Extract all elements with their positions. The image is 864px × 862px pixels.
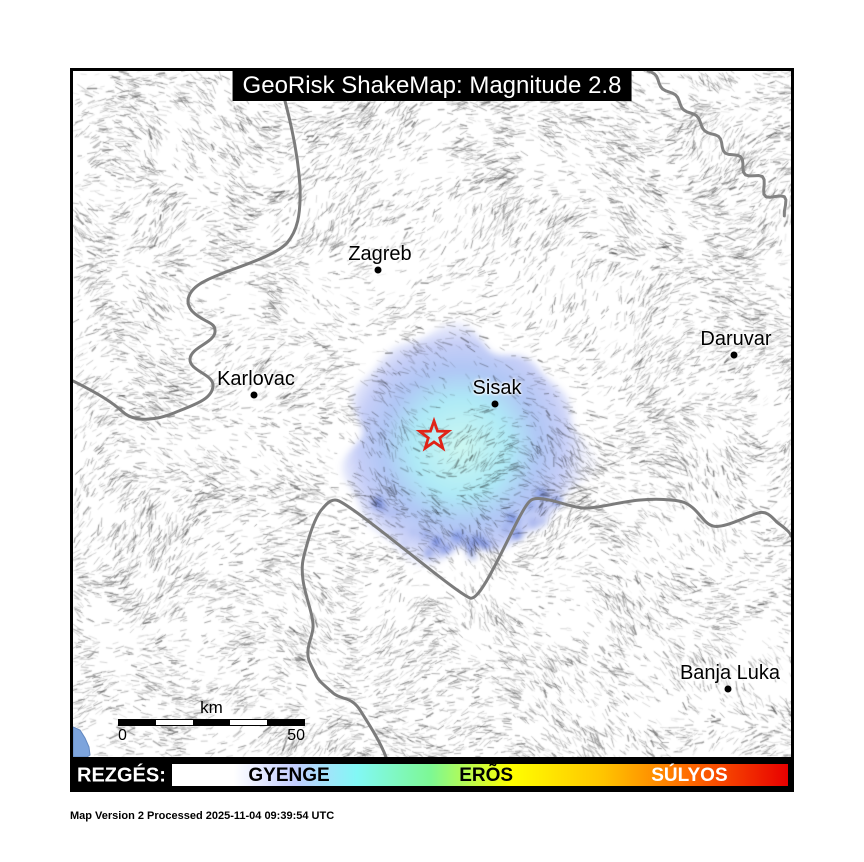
city-label: Banja Luka <box>679 662 781 684</box>
legend-label: SÚLYOS <box>651 765 728 786</box>
city-label: Sisak <box>472 377 522 399</box>
borders-overlay <box>73 71 791 757</box>
city-label: Karlovac <box>217 368 295 390</box>
border-line-south <box>300 497 791 757</box>
scale-bar-segment <box>156 720 193 725</box>
scale-bar-unit-label: km <box>200 698 223 717</box>
city-dot <box>250 391 258 399</box>
map-frame: GeoRisk ShakeMap: Magnitude 2.8 km 0 50 … <box>70 68 794 760</box>
scale-bar-segment <box>193 720 230 725</box>
legend-label: GYENGE <box>248 765 330 786</box>
terrain-hillshade-canvas <box>73 71 791 757</box>
city-dot <box>491 400 499 408</box>
legend-title: REZGÉS: <box>77 764 166 787</box>
map-version-footer: Map Version 2 Processed 2025-11-04 09:39… <box>70 810 335 822</box>
scale-bar-segment <box>267 720 304 725</box>
border-line-northwest <box>73 71 302 421</box>
scale-bar-numbers: 0 50 <box>118 727 305 745</box>
legend-label: ERÕS <box>459 765 514 786</box>
scale-bar-segment <box>230 720 267 725</box>
scale-bar-segments <box>118 719 305 726</box>
city-dot <box>730 351 738 359</box>
intensity-legend: REZGÉS: GYENGE ERÕS SÚLYOS <box>70 760 794 792</box>
epicenter-star-icon <box>415 416 453 452</box>
map-title: GeoRisk ShakeMap: Magnitude 2.8 <box>232 71 632 101</box>
city-dot <box>374 266 382 274</box>
scale-bar: km 0 50 <box>118 699 305 745</box>
intensity-gradient: GYENGE ERÕS SÚLYOS <box>170 762 790 788</box>
scale-bar-segment <box>119 720 156 725</box>
city-label: Daruvar <box>700 328 772 350</box>
city-dot <box>724 685 732 693</box>
scale-bar-max: 50 <box>287 727 305 744</box>
water-polygon <box>73 726 91 757</box>
scale-bar-min: 0 <box>118 727 127 744</box>
river-line-northeast <box>646 71 788 218</box>
city-label: Zagreb <box>348 243 412 265</box>
